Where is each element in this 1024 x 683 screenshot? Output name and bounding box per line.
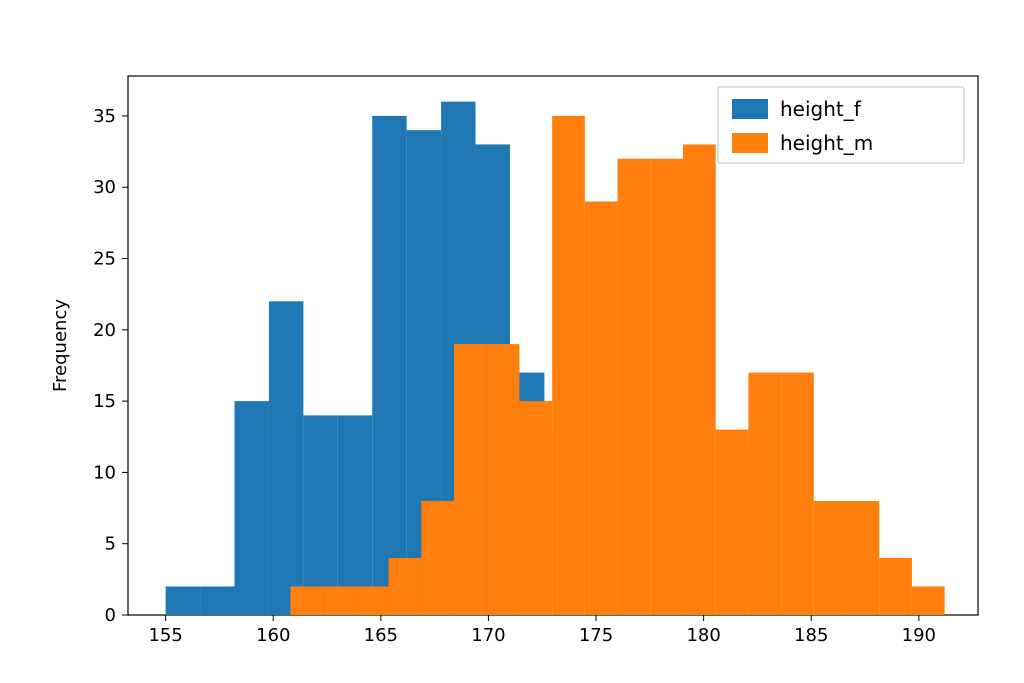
bar xyxy=(389,558,422,615)
x-tick-label: 180 xyxy=(686,625,720,646)
y-tick-label: 0 xyxy=(105,605,116,626)
bar xyxy=(487,344,520,615)
bar xyxy=(912,586,945,615)
x-tick-label: 175 xyxy=(579,625,613,646)
y-tick-label: 35 xyxy=(93,106,116,127)
legend-swatch xyxy=(732,99,768,119)
bar xyxy=(879,558,912,615)
bar xyxy=(269,301,303,615)
y-tick-label: 30 xyxy=(93,177,116,198)
y-tick-label: 5 xyxy=(105,534,116,555)
bar xyxy=(290,586,323,615)
y-tick-label: 15 xyxy=(93,391,116,412)
x-tick-label: 170 xyxy=(471,625,505,646)
bar xyxy=(372,116,406,615)
y-tick-label: 10 xyxy=(93,462,116,483)
legend-label: height_f xyxy=(780,97,862,121)
y-tick-label: 25 xyxy=(93,249,116,270)
x-tick-label: 155 xyxy=(148,625,182,646)
bar xyxy=(519,401,552,615)
bar xyxy=(235,401,269,615)
bar xyxy=(356,586,389,615)
bar xyxy=(650,159,683,615)
bar xyxy=(166,586,200,615)
legend: height_f height_m xyxy=(718,87,964,163)
bar xyxy=(552,116,585,615)
bar xyxy=(421,501,454,615)
bar xyxy=(200,586,234,615)
x-tick-label: 190 xyxy=(902,625,936,646)
bar xyxy=(303,415,337,615)
bar xyxy=(454,344,487,615)
x-tick-label: 160 xyxy=(256,625,290,646)
x-tick-label: 165 xyxy=(364,625,398,646)
bar xyxy=(585,201,618,615)
bar xyxy=(748,373,781,615)
y-axis-label: Frequency xyxy=(50,299,71,392)
legend-label: height_m xyxy=(780,131,873,155)
histogram-figure: 155 160 165 170 175 180 185 190 0 5 10 15 20 25 30 35 Fr… xyxy=(0,0,1024,683)
x-tick-label: 185 xyxy=(794,625,828,646)
bar xyxy=(338,415,372,615)
legend-swatch xyxy=(732,133,768,153)
bar xyxy=(716,430,749,615)
histogram-bars xyxy=(166,102,945,615)
bar xyxy=(847,501,880,615)
bar xyxy=(323,586,356,615)
bar xyxy=(814,501,847,615)
bar xyxy=(618,159,651,615)
bar xyxy=(781,373,814,615)
y-tick-label: 20 xyxy=(93,320,116,341)
bar xyxy=(683,144,716,615)
